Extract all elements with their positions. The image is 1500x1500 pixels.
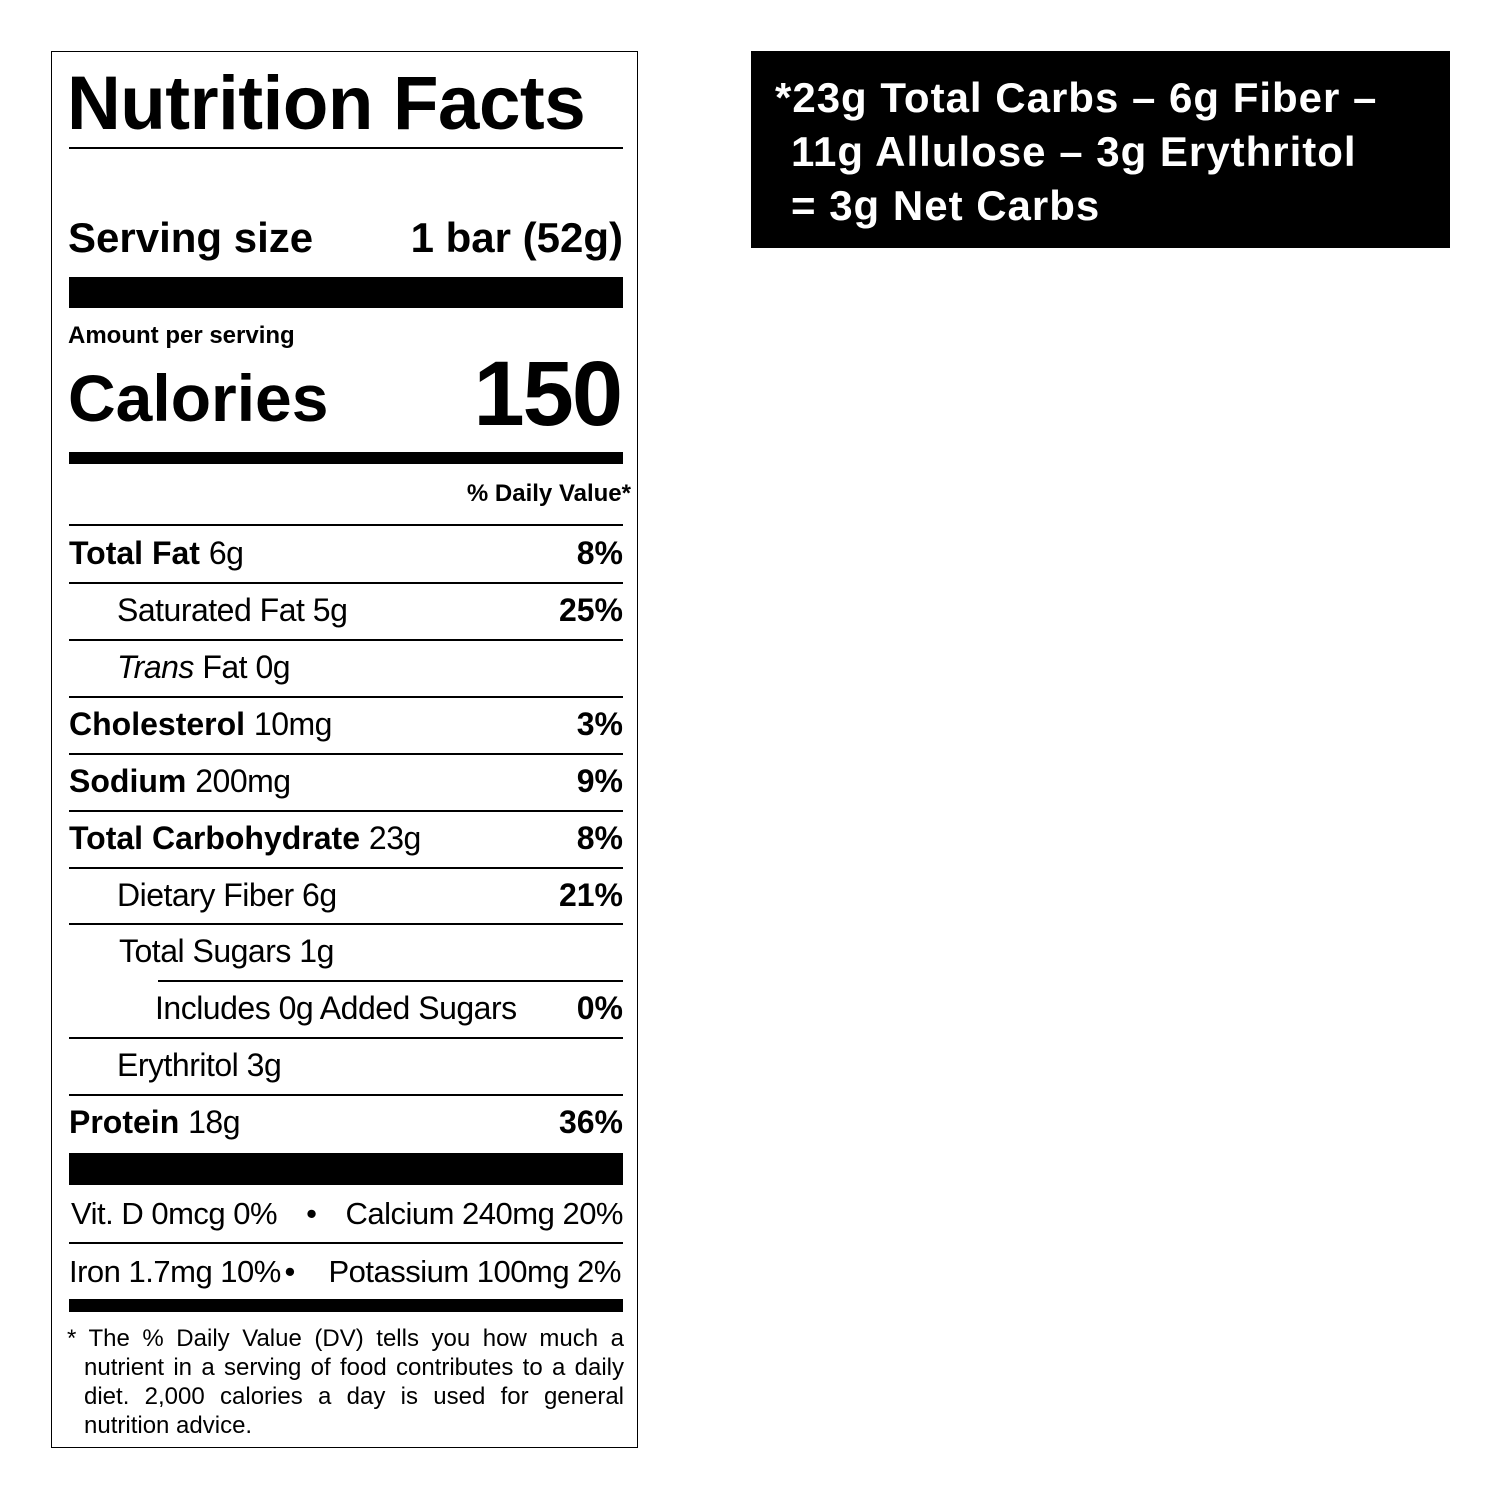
serving-size-label: Serving size bbox=[68, 214, 314, 261]
daily-value-header: % Daily Value* bbox=[466, 480, 631, 507]
divider bbox=[158, 980, 623, 982]
thick-divider bbox=[69, 277, 623, 308]
divider bbox=[69, 696, 623, 698]
serving-size: Serving size 1 bar (52g) bbox=[68, 214, 623, 262]
divider bbox=[69, 147, 623, 149]
divider bbox=[69, 582, 623, 584]
divider bbox=[69, 867, 623, 869]
nutrient-row-total-fat: Total Fat 6g 8% bbox=[69, 535, 623, 571]
nutrient-row-saturated-fat: Saturated Fat 5g 25% bbox=[117, 592, 623, 628]
nutrient-row-dietary-fiber: Dietary Fiber 6g 21% bbox=[117, 877, 623, 913]
divider bbox=[69, 1037, 623, 1039]
divider bbox=[69, 1242, 623, 1244]
label-title: Nutrition Facts bbox=[67, 61, 586, 146]
thick-divider bbox=[69, 1299, 623, 1312]
nutrition-facts-label: Nutrition Facts Serving size 1 bar (52g)… bbox=[51, 51, 638, 1448]
thick-divider bbox=[69, 1153, 623, 1185]
nutrient-row-cholesterol: Cholesterol 10mg 3% bbox=[69, 706, 623, 742]
nutrient-row-total-sugars: Total Sugars 1g bbox=[119, 933, 334, 969]
nutrient-row-trans-fat: Trans Fat 0g bbox=[117, 649, 291, 685]
nutrient-row-total-carbohydrate: Total Carbohydrate 23g 8% bbox=[69, 820, 623, 856]
nutrient-row-protein: Protein 18g 36% bbox=[69, 1104, 623, 1140]
footnote: * The % Daily Value (DV) tells you how m… bbox=[67, 1325, 624, 1439]
nutrient-row-added-sugars: Includes 0g Added Sugars 0% bbox=[155, 990, 623, 1026]
net-carbs-line-3: = 3g Net Carbs bbox=[791, 182, 1101, 229]
thick-divider bbox=[69, 452, 623, 464]
vitamin-row-2: Iron 1.7mg 10% • Potassium 100mg 2% bbox=[69, 1254, 621, 1289]
nutrient-row-sodium: Sodium 200mg 9% bbox=[69, 763, 623, 799]
nutrient-row-erythritol: Erythritol 3g bbox=[117, 1047, 282, 1083]
divider bbox=[69, 1094, 623, 1096]
divider bbox=[69, 639, 623, 641]
amount-per-serving: Amount per serving bbox=[68, 322, 295, 349]
divider bbox=[69, 923, 623, 925]
net-carbs-line-2: 11g Allulose – 3g Erythritol bbox=[791, 128, 1357, 175]
net-carbs-line-1: *23g Total Carbs – 6g Fiber – bbox=[775, 74, 1378, 121]
calories-label: Calories bbox=[68, 361, 329, 435]
divider bbox=[69, 810, 623, 812]
serving-size-value: 1 bar (52g) bbox=[410, 214, 623, 261]
net-carbs-box: *23g Total Carbs – 6g Fiber – 11g Allulo… bbox=[751, 51, 1450, 248]
calories-value: 150 bbox=[473, 343, 623, 445]
vitamin-row-1: Vit. D 0mcg 0% • Calcium 240mg 20% bbox=[71, 1196, 623, 1231]
divider bbox=[69, 524, 623, 526]
divider bbox=[69, 753, 623, 755]
